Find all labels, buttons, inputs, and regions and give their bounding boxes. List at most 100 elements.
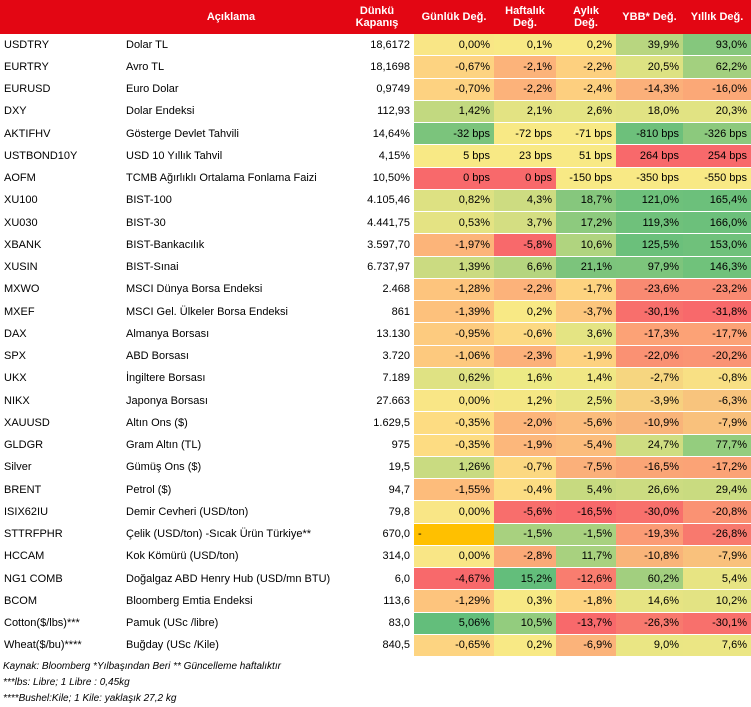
row-description: Gram Altın (TL)	[122, 434, 340, 457]
row-weekly-change: 23 bps	[494, 144, 556, 168]
row-close: 4.105,46	[340, 189, 414, 213]
row-description: MSCI Dünya Borsa Endeksi	[122, 278, 340, 302]
table-row: XAUUSD Altın Ons ($) 1.629,5 -0,35% -2,0% -5,…	[0, 411, 751, 435]
header-close: Dünkü Kapanış	[340, 0, 414, 34]
header-monthly-change: Aylık Değ.	[556, 0, 616, 34]
row-ytd-change: 125,5%	[616, 233, 683, 257]
table-row: STTRFPHR Çelik (USD/ton) -Sıcak Ürün Türk…	[0, 523, 751, 546]
row-code: EURTRY	[0, 55, 122, 79]
row-code: DAX	[0, 322, 122, 346]
row-code: Silver	[0, 456, 122, 480]
row-daily-change: -0,70%	[414, 78, 494, 101]
row-monthly-change: -12,6%	[556, 567, 616, 591]
row-code: BCOM	[0, 589, 122, 613]
row-yearly-change: -550 bps	[683, 167, 751, 190]
table-row: BRENT Petrol ($) 94,7 -1,55% -0,4% 5,4% 26,6% 2…	[0, 478, 751, 502]
row-code: XBANK	[0, 233, 122, 257]
table-row: ISIX62IU Demir Cevheri (USD/ton) 79,8 0,00%…	[0, 500, 751, 524]
row-close: 3.720	[340, 345, 414, 368]
table-row: XU100 BIST-100 4.105,46 0,82% 4,3% 18,7% 121,0…	[0, 189, 751, 213]
row-close: 13.130	[340, 322, 414, 346]
row-weekly-change: -5,8%	[494, 233, 556, 257]
row-daily-change: -0,95%	[414, 322, 494, 346]
row-yearly-change: 10,2%	[683, 589, 751, 613]
table-row: AOFM TCMB Ağırlıklı Ortalama Fonlama Faiz…	[0, 167, 751, 190]
row-code: NIKX	[0, 389, 122, 413]
row-description: Avro TL	[122, 55, 340, 79]
row-ytd-change: 121,0%	[616, 189, 683, 213]
row-ytd-change: -17,3%	[616, 322, 683, 346]
row-monthly-change: -1,9%	[556, 345, 616, 368]
row-close: 83,0	[340, 612, 414, 635]
row-yearly-change: 146,3%	[683, 256, 751, 279]
row-close: 112,93	[340, 100, 414, 124]
row-monthly-change: -1,7%	[556, 278, 616, 302]
table-row: XUSIN BIST-Sınai 6.737,97 1,39% 6,6% 21,1% 97,…	[0, 256, 751, 279]
row-close: 79,8	[340, 500, 414, 524]
row-code: MXWO	[0, 278, 122, 302]
row-code: UKX	[0, 367, 122, 391]
row-description: Japonya Borsası	[122, 389, 340, 413]
table-row: EURUSD Euro Dolar 0,9749 -0,70% -2,2% -2,4% -1…	[0, 78, 751, 101]
table-row: XBANK BIST-Bankacılık 3.597,70 -1,97% -5,8% 1…	[0, 233, 751, 257]
row-close: 14,64%	[340, 122, 414, 146]
row-description: USD 10 Yıllık Tahvil	[122, 144, 340, 168]
row-daily-change: 5,06%	[414, 612, 494, 635]
row-yearly-change: 165,4%	[683, 189, 751, 213]
row-monthly-change: 11,7%	[556, 545, 616, 569]
row-weekly-change: -1,5%	[494, 523, 556, 546]
row-close: 314,0	[340, 545, 414, 569]
row-daily-change: 1,26%	[414, 456, 494, 480]
row-monthly-change: -7,5%	[556, 456, 616, 480]
row-close: 27.663	[340, 389, 414, 413]
row-daily-change: 0,00%	[414, 500, 494, 524]
row-code: XU030	[0, 211, 122, 235]
row-weekly-change: -1,9%	[494, 434, 556, 457]
row-ytd-change: -2,7%	[616, 367, 683, 391]
row-daily-change: -1,28%	[414, 278, 494, 302]
row-code: EURUSD	[0, 78, 122, 101]
row-weekly-change: -2,8%	[494, 545, 556, 569]
row-description: Petrol ($)	[122, 478, 340, 502]
row-code: XAUUSD	[0, 411, 122, 435]
row-code: AKTIFHV	[0, 122, 122, 146]
row-description: Gümüş Ons ($)	[122, 456, 340, 480]
row-code: GLDGR	[0, 434, 122, 457]
row-code: DXY	[0, 100, 122, 124]
table-row: MXWO MSCI Dünya Borsa Endeksi 2.468 -1,28% -…	[0, 278, 751, 302]
row-weekly-change: 1,6%	[494, 367, 556, 391]
row-monthly-change: -1,8%	[556, 589, 616, 613]
row-ytd-change: -30,0%	[616, 500, 683, 524]
row-weekly-change: 6,6%	[494, 256, 556, 279]
row-daily-change: -0,67%	[414, 55, 494, 79]
row-weekly-change: 15,2%	[494, 567, 556, 591]
row-ytd-change: -3,9%	[616, 389, 683, 413]
row-ytd-change: -14,3%	[616, 78, 683, 101]
row-close: 6,0	[340, 567, 414, 591]
row-ytd-change: -26,3%	[616, 612, 683, 635]
row-description: Demir Cevheri (USD/ton)	[122, 500, 340, 524]
row-daily-change: -1,29%	[414, 589, 494, 613]
row-monthly-change: 3,6%	[556, 322, 616, 346]
row-ytd-change: -22,0%	[616, 345, 683, 368]
row-yearly-change: -7,9%	[683, 545, 751, 569]
row-daily-change: 0,00%	[414, 545, 494, 569]
row-description: Kok Kömürü (USD/ton)	[122, 545, 340, 569]
row-close: 4,15%	[340, 144, 414, 168]
row-weekly-change: 2,1%	[494, 100, 556, 124]
row-monthly-change: -3,7%	[556, 300, 616, 324]
row-yearly-change: 7,6%	[683, 634, 751, 658]
row-weekly-change: -2,2%	[494, 78, 556, 101]
row-close: 0,9749	[340, 78, 414, 101]
row-weekly-change: 0,1%	[494, 34, 556, 57]
row-monthly-change: -150 bps	[556, 167, 616, 190]
row-description: Doğalgaz ABD Henry Hub (USD/mn BTU)	[122, 567, 340, 591]
header-code	[0, 0, 122, 34]
row-close: 840,5	[340, 634, 414, 658]
row-yearly-change: -20,2%	[683, 345, 751, 368]
row-monthly-change: -16,5%	[556, 500, 616, 524]
row-daily-change: -1,55%	[414, 478, 494, 502]
row-ytd-change: 20,5%	[616, 55, 683, 79]
row-description: Çelik (USD/ton) -Sıcak Ürün Türkiye**	[122, 523, 340, 546]
row-description: Bloomberg Emtia Endeksi	[122, 589, 340, 613]
